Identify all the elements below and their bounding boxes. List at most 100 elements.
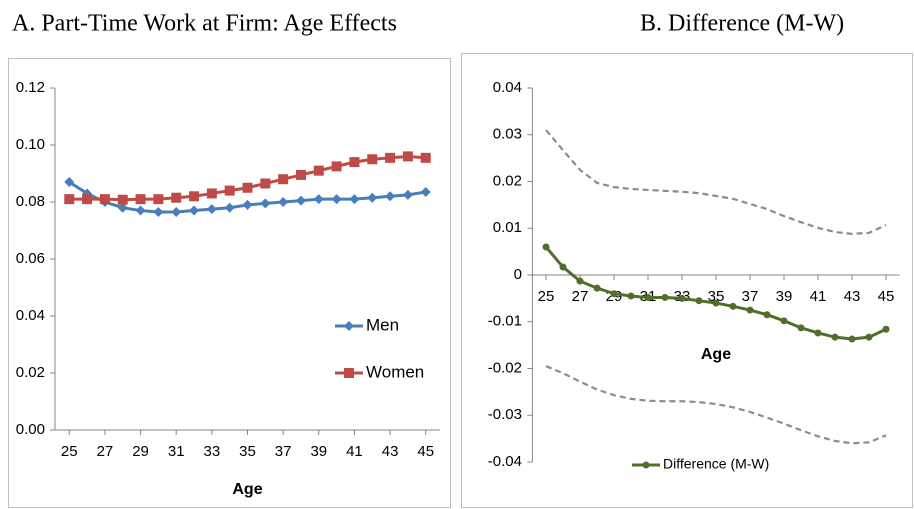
marker	[331, 161, 342, 172]
x-tick-label: 39	[776, 288, 793, 305]
marker	[420, 187, 431, 198]
marker	[260, 178, 271, 189]
marker	[153, 194, 164, 205]
x-tick-label: 33	[204, 443, 221, 460]
marker	[99, 194, 110, 205]
marker	[780, 317, 788, 325]
marker	[64, 177, 75, 188]
y-tick-label: 0.12	[16, 79, 45, 96]
legend-marker	[344, 368, 354, 378]
y-tick-label: -0.02	[488, 359, 522, 376]
x-tick-label: 39	[310, 443, 327, 460]
marker	[848, 335, 856, 343]
marker	[260, 198, 271, 209]
marker	[763, 311, 771, 319]
marker	[349, 194, 360, 205]
legend-label: Difference (M-W)	[663, 456, 769, 472]
marker	[882, 325, 890, 333]
x-tick-label: 29	[132, 443, 149, 460]
marker	[224, 202, 235, 213]
y-tick-label: 0.02	[493, 172, 522, 189]
marker	[189, 191, 200, 202]
marker	[865, 333, 873, 341]
marker	[242, 182, 253, 193]
marker	[206, 204, 217, 215]
marker	[117, 194, 128, 205]
x-axis-label: Age	[701, 346, 731, 363]
marker	[559, 263, 567, 271]
legend-marker	[344, 321, 354, 331]
x-axis-label: Age	[232, 481, 262, 498]
marker	[153, 206, 164, 217]
y-tick-label: 0.01	[493, 219, 522, 236]
x-tick-label: 41	[810, 288, 827, 305]
marker	[385, 191, 396, 202]
x-tick-label: 35	[239, 443, 256, 460]
x-tick-label: 43	[382, 443, 399, 460]
x-tick-label: 41	[346, 443, 363, 460]
marker	[82, 194, 93, 205]
marker	[729, 302, 737, 310]
marker	[678, 294, 686, 302]
marker	[695, 297, 703, 305]
marker	[644, 293, 652, 301]
marker	[367, 154, 378, 165]
x-tick-label: 43	[844, 288, 861, 305]
legend-label: Men	[366, 315, 399, 334]
marker	[402, 151, 413, 162]
marker	[542, 243, 550, 251]
y-tick-label: -0.01	[488, 313, 522, 330]
x-tick-label: 31	[168, 443, 185, 460]
marker	[402, 189, 413, 200]
marker	[797, 324, 805, 332]
marker	[420, 152, 431, 163]
marker	[278, 197, 289, 207]
series-line	[545, 365, 887, 445]
x-tick-label: 37	[742, 288, 759, 305]
marker	[385, 152, 396, 163]
marker	[313, 165, 324, 176]
y-tick-label: 0.04	[16, 307, 45, 324]
x-tick-label: 45	[878, 288, 895, 305]
marker	[295, 195, 306, 206]
y-tick-label: 0.06	[16, 250, 45, 267]
marker	[242, 199, 253, 210]
x-tick-label: 27	[572, 288, 589, 305]
marker	[610, 290, 618, 298]
marker	[278, 174, 289, 185]
marker	[831, 333, 839, 341]
y-tick-label: 0	[514, 266, 522, 283]
x-tick-label: 27	[97, 443, 114, 460]
x-tick-label: 37	[275, 443, 292, 460]
marker	[135, 194, 146, 205]
marker	[349, 157, 360, 168]
marker	[661, 293, 669, 301]
panel-b	[461, 53, 913, 508]
marker	[189, 205, 200, 216]
marker	[367, 192, 378, 203]
legend-marker	[642, 461, 650, 469]
y-tick-label: 0.10	[16, 136, 45, 153]
marker	[171, 206, 182, 217]
panel-a	[8, 58, 451, 508]
y-tick-label: 0.00	[16, 421, 45, 438]
x-tick-label: 35	[708, 288, 725, 305]
marker	[135, 205, 146, 216]
marker	[206, 188, 217, 199]
legend-label: Women	[366, 362, 424, 381]
x-tick-label: 25	[61, 443, 78, 460]
marker	[313, 194, 324, 205]
marker	[814, 329, 822, 337]
y-tick-label: -0.03	[488, 406, 522, 423]
series-line	[545, 129, 887, 235]
x-tick-label: 25	[538, 288, 555, 305]
marker	[627, 292, 635, 300]
y-tick-label: -0.04	[488, 453, 522, 470]
marker	[746, 306, 754, 314]
marker	[295, 169, 306, 180]
y-tick-label: 0.02	[16, 364, 45, 381]
marker	[331, 194, 342, 205]
marker	[576, 277, 584, 285]
marker	[64, 194, 75, 205]
